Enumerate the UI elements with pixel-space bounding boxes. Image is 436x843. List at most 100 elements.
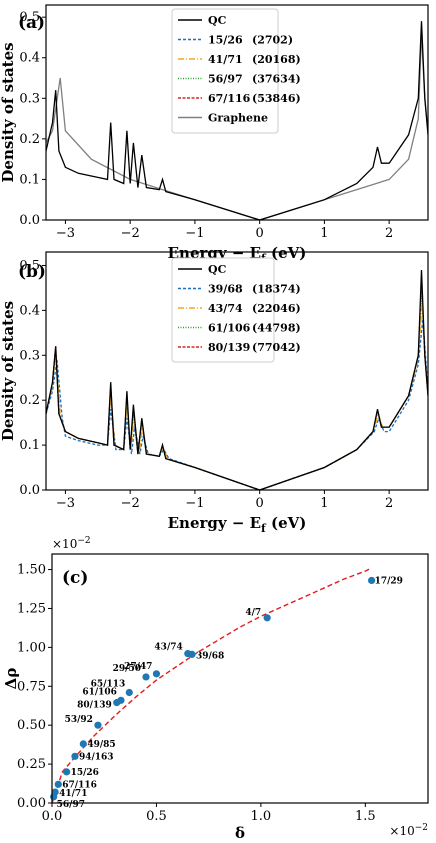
- point-label: 67/116: [62, 780, 97, 790]
- data-point: [54, 780, 62, 788]
- legend-label: 56/97: [208, 73, 243, 86]
- legend-box: [171, 257, 275, 363]
- x-tick-label: 0: [256, 496, 264, 511]
- legend-count: (77042): [252, 341, 301, 354]
- legend-label: 80/139: [208, 341, 250, 354]
- x-tick-label: 0.0: [42, 809, 63, 824]
- legend-label: 61/106: [208, 322, 251, 335]
- x-axis-multiplier: ×10−2: [389, 823, 428, 838]
- legend-label: 67/116: [208, 92, 251, 105]
- x-multiplier-base: ×10: [389, 824, 414, 838]
- y-tick-label: 0.5: [19, 10, 40, 25]
- panel-a-frame: [45, 4, 429, 221]
- x-axis-label-unit: (eV): [266, 514, 307, 532]
- x-axis-label: Energy − Ef (eV): [168, 514, 307, 535]
- x-axis-label-main: Energy − E: [168, 514, 261, 532]
- point-label: 80/139: [77, 701, 112, 711]
- data-point: [79, 740, 87, 748]
- point-label: 4/7: [245, 608, 261, 618]
- y-axis-label: Density of states: [0, 301, 17, 441]
- y-tick-label: 0.00: [17, 796, 46, 811]
- y-tick-label: 0.0: [19, 483, 40, 498]
- x-tick-label: 1.0: [251, 809, 272, 824]
- y-tick-label: 0.2: [19, 132, 40, 147]
- x-axis-label: δ: [235, 824, 245, 842]
- x-tick-label: −1: [185, 496, 204, 511]
- y-tick-label: 0.0: [19, 213, 40, 228]
- y-tick-label: 0.1: [19, 172, 40, 187]
- y-tick-label: 0.1: [19, 438, 40, 453]
- panel-label: (c): [62, 568, 88, 588]
- x-tick-label: 2: [385, 496, 393, 511]
- data-point: [94, 721, 102, 729]
- x-tick-label: −2: [121, 496, 140, 511]
- legend-label: QC: [208, 263, 227, 276]
- legend-count: (20168): [252, 53, 301, 66]
- point-label: 27/47: [124, 662, 152, 672]
- x-tick-label: −2: [121, 226, 140, 241]
- point-label: 29/50: [113, 664, 141, 674]
- x-axis-label-subscript: f: [261, 522, 267, 535]
- y-tick-label: 0.75: [17, 679, 46, 694]
- point-label: 39/68: [196, 651, 224, 661]
- point-label: 53/92: [65, 715, 93, 725]
- point-label: 49/85: [87, 740, 115, 750]
- y-tick-label: 0.3: [19, 91, 40, 106]
- point-label: 94/163: [79, 752, 114, 762]
- data-point: [188, 650, 196, 658]
- legend-label: Graphene: [208, 112, 268, 125]
- x-multiplier-exponent: −2: [415, 823, 428, 833]
- legend-count: (22046): [252, 302, 301, 315]
- point-label: 15/26: [71, 768, 99, 778]
- y-tick-label: 0.50: [17, 718, 46, 733]
- point-label: 61/106: [82, 687, 117, 697]
- y-tick-label: 1.00: [17, 640, 46, 655]
- x-tick-label: 1: [320, 226, 328, 241]
- legend-label: QC: [208, 14, 227, 27]
- data-point: [125, 688, 133, 697]
- legend-label: 41/71: [208, 53, 243, 66]
- series-qc-line: [46, 269, 428, 490]
- panel-b: −3 −2 −1 0 1 2 0.0 0.1 0.2 0.3 0.4 0.5 Energy − Ef (…: [0, 251, 429, 535]
- y-multiplier-exponent: −2: [77, 536, 90, 546]
- y-tick-label: 1.50: [17, 563, 46, 578]
- x-tick-label: 0.5: [146, 809, 167, 824]
- data-point: [113, 699, 121, 707]
- x-tick-label: −3: [56, 226, 75, 241]
- data-point: [63, 768, 71, 776]
- series-qc-line: [46, 21, 428, 220]
- point-label: 17/29: [375, 576, 403, 586]
- legend-count: (44798): [252, 322, 301, 335]
- x-tick-label: 2: [385, 226, 393, 241]
- legend-label: 39/68: [208, 283, 243, 296]
- x-tick-label: −3: [56, 496, 75, 511]
- data-point: [368, 576, 376, 585]
- legend-count: (2702): [252, 34, 293, 47]
- y-tick-label: 0.4: [19, 51, 40, 66]
- y-axis-multiplier: ×10−2: [52, 536, 91, 551]
- legend-count: (37634): [252, 73, 301, 86]
- panel-c-frame: [51, 553, 429, 804]
- y-tick-label: 0.3: [19, 348, 40, 363]
- y-axis-label: Δρ: [2, 668, 20, 690]
- legend-label: 15/26: [208, 34, 243, 47]
- y-multiplier-base: ×10: [52, 537, 77, 551]
- x-axis-label-unit: (eV): [266, 244, 307, 262]
- panel-label: (a): [18, 13, 45, 33]
- x-tick-label: −1: [185, 226, 204, 241]
- fit-curve: [51, 567, 372, 804]
- point-label: 43/74: [154, 643, 182, 653]
- y-tick-label: 0.5: [19, 258, 40, 273]
- x-tick-label: 0: [256, 226, 264, 241]
- point-label: 56/97: [57, 800, 85, 810]
- x-tick-label: 1.5: [355, 809, 376, 824]
- panel-b-frame: [45, 251, 429, 491]
- legend-count: (18374): [252, 283, 301, 296]
- x-tick-label: 1: [320, 496, 328, 511]
- y-tick-label: 0.2: [19, 393, 40, 408]
- data-point: [142, 673, 150, 681]
- point-label: 41/71: [59, 789, 87, 799]
- data-point: [152, 670, 161, 678]
